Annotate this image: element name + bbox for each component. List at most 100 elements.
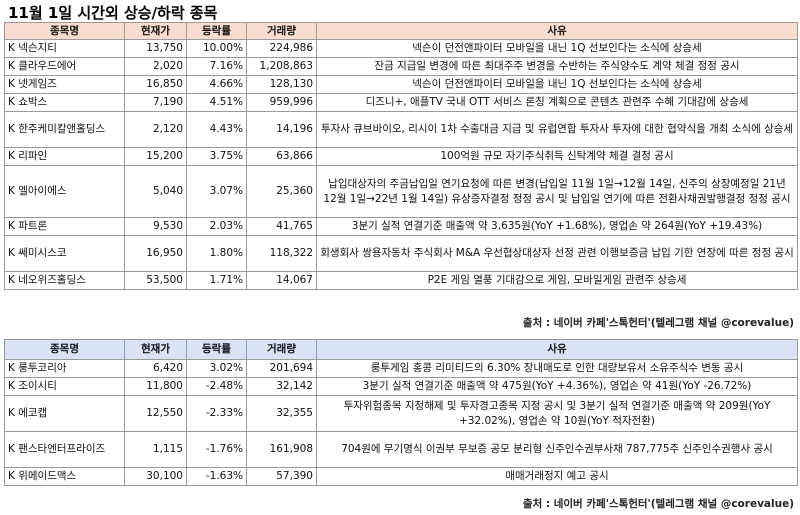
stock-name: K 조이시티 xyxy=(4,377,125,396)
stock-price: 12,550 xyxy=(124,395,187,432)
stock-reason: 3분기 실적 연결기준 매출액 약 475원(YoY +4.36%), 영업손 … xyxy=(316,377,798,396)
table-row: K 팬스타엔터프라이즈 1,115 -1.76% 161,908 704원에 무… xyxy=(4,431,798,468)
stock-change: 4.43% xyxy=(186,111,247,148)
stock-reason: 납입대상자의 주금납입일 연기요청에 따른 변경(납입일 11월 1일→12월 … xyxy=(316,165,798,218)
header-reason: 사유 xyxy=(316,339,798,360)
stock-name: K 리파인 xyxy=(4,147,125,166)
stock-name: K 파트론 xyxy=(4,217,125,236)
stock-name: K 엘아이에스 xyxy=(4,165,125,218)
stock-change: 2.03% xyxy=(186,217,247,236)
stock-reason: 투자사 큐브바이오, 리시이 1차 수출대금 지급 및 유럽연합 투자사 투자에… xyxy=(316,111,798,148)
table-row: K 네오위즈홀딩스 53,500 1.71% 14,067 P2E 게임 열풍 … xyxy=(4,271,798,290)
header-price: 현재가 xyxy=(124,22,187,40)
table-row: K 클라우드에어 2,020 7.16% 1,208,863 잔금 지급일 변경… xyxy=(4,57,798,76)
stock-change: -1.63% xyxy=(186,467,247,486)
stock-price: 16,850 xyxy=(124,75,187,94)
stock-name: K 네오위즈홀딩스 xyxy=(4,271,125,290)
stock-reason: 넥슨이 던전앤파이터 모바일을 내닌 1Q 선보인다는 소식에 상승세 xyxy=(316,39,798,58)
stock-volume: 201,694 xyxy=(246,359,317,378)
table-header-row: 종목명 현재가 등락률 거래량 사유 xyxy=(4,339,798,360)
stock-reason: 704원에 무기명식 이권부 무보증 공모 분리형 신주인수권부사채 787,7… xyxy=(316,431,798,468)
stock-reason: 회생회사 쌍용자동차 주식회사 M&A 우선협상대상자 선정 관련 이행보증금 … xyxy=(316,235,798,272)
rising-stocks-table: 종목명 현재가 등락률 거래량 사유 K 넥슨지티 13,750 10.00% … xyxy=(4,22,798,290)
stock-volume: 959,996 xyxy=(246,93,317,112)
stock-reason: 매매거래정지 예고 공시 xyxy=(316,467,798,486)
stock-volume: 25,360 xyxy=(246,165,317,218)
stock-volume: 32,355 xyxy=(246,395,317,432)
stock-price: 30,100 xyxy=(124,467,187,486)
table-row: K 쎄미시스코 16,950 1.80% 118,322 회생회사 쌍용자동차 … xyxy=(4,235,798,272)
stock-volume: 14,067 xyxy=(246,271,317,290)
header-name: 종목명 xyxy=(4,22,125,40)
stock-change: 10.00% xyxy=(186,39,247,58)
stock-reason: 넥슨이 던전앤파이터 모바일을 내닌 1Q 선보인다는 소식에 상승세 xyxy=(316,75,798,94)
stock-name: K 클라우드에어 xyxy=(4,57,125,76)
stock-price: 16,950 xyxy=(124,235,187,272)
stock-reason: 100억원 규모 자기주식취득 신탁계약 체결 결정 공시 xyxy=(316,147,798,166)
stock-change: 3.75% xyxy=(186,147,247,166)
stock-volume: 14,196 xyxy=(246,111,317,148)
stock-change: 3.02% xyxy=(186,359,247,378)
stock-change: -2.33% xyxy=(186,395,247,432)
stock-name: K 넥슨지티 xyxy=(4,39,125,58)
source-note-top: 출처 : 네이버 카페'스톡헌터'(텔레그램 채널 @corevalue) xyxy=(522,317,794,329)
header-name: 종목명 xyxy=(4,339,125,360)
header-change: 등락률 xyxy=(186,339,247,360)
stock-price: 15,200 xyxy=(124,147,187,166)
stock-change: -1.76% xyxy=(186,431,247,468)
stock-price: 2,120 xyxy=(124,111,187,148)
stock-name: K 쎄미시스코 xyxy=(4,235,125,272)
stock-change: 4.66% xyxy=(186,75,247,94)
header-volume: 거래량 xyxy=(246,339,317,360)
stock-volume: 224,986 xyxy=(246,39,317,58)
header-price: 현재가 xyxy=(124,339,187,360)
stock-name: K 쇼박스 xyxy=(4,93,125,112)
stock-change: 4.51% xyxy=(186,93,247,112)
table-row: K 한주케미칼앤홀딩스 2,120 4.43% 14,196 투자사 큐브바이오… xyxy=(4,111,798,148)
stock-price: 53,500 xyxy=(124,271,187,290)
stock-reason: 디즈니+, 애플TV 국내 OTT 서비스 론칭 계획으로 콘텐츠 관련주 수혜… xyxy=(316,93,798,112)
stock-change: -2.48% xyxy=(186,377,247,396)
stock-reason: 잔금 지급일 변경에 따른 최대주주 변경을 수반하는 주식양수도 계약 체결 … xyxy=(316,57,798,76)
table-row: K 넷게임즈 16,850 4.66% 128,130 넥슨이 던전앤파이터 모… xyxy=(4,75,798,94)
stock-volume: 118,322 xyxy=(246,235,317,272)
table-row: K 엘아이에스 5,040 3.07% 25,360 납입대상자의 주금납입일 … xyxy=(4,165,798,218)
stock-name: K 위메이드맥스 xyxy=(4,467,125,486)
stock-price: 1,115 xyxy=(124,431,187,468)
table-header-row: 종목명 현재가 등락률 거래량 사유 xyxy=(4,22,798,40)
stock-price: 5,040 xyxy=(124,165,187,218)
stock-reason: P2E 게임 열풍 기대감으로 게임, 모바일게임 관련주 상승세 xyxy=(316,271,798,290)
stock-reason: 3분기 실적 연결기준 매출액 약 3,635원(YoY +1.68%), 영업… xyxy=(316,217,798,236)
stock-volume: 57,390 xyxy=(246,467,317,486)
stock-price: 2,020 xyxy=(124,57,187,76)
stock-volume: 128,130 xyxy=(246,75,317,94)
table-row: K 리파인 15,200 3.75% 63,866 100억원 규모 자기주식취… xyxy=(4,147,798,166)
stock-reason: 룽투게임 홍콩 리미티드의 6.30% 장내매도로 인한 대량보유서 소유주식수… xyxy=(316,359,798,378)
stock-name: K 룽투코리아 xyxy=(4,359,125,378)
stock-volume: 32,142 xyxy=(246,377,317,396)
table-row: K 위메이드맥스 30,100 -1.63% 57,390 매매거래정지 예고 … xyxy=(4,467,798,486)
stock-volume: 1,208,863 xyxy=(246,57,317,76)
stock-volume: 161,908 xyxy=(246,431,317,468)
header-reason: 사유 xyxy=(316,22,798,40)
stock-change: 1.71% xyxy=(186,271,247,290)
stock-price: 13,750 xyxy=(124,39,187,58)
source-note-bottom: 출처 : 네이버 카페'스톡헌터'(텔레그램 채널 @corevalue) xyxy=(522,498,794,510)
table-row: K 조이시티 11,800 -2.48% 32,142 3분기 실적 연결기준 … xyxy=(4,377,798,396)
stock-volume: 63,866 xyxy=(246,147,317,166)
stock-change: 3.07% xyxy=(186,165,247,218)
stock-name: K 에코캡 xyxy=(4,395,125,432)
stock-change: 1.80% xyxy=(186,235,247,272)
table-row: K 에코캡 12,550 -2.33% 32,355 투자위험종목 지정해제 및… xyxy=(4,395,798,432)
table-row: K 룽투코리아 6,420 3.02% 201,694 룽투게임 홍콩 리미티드… xyxy=(4,359,798,378)
table-row: K 넥슨지티 13,750 10.00% 224,986 넥슨이 던전앤파이터 … xyxy=(4,39,798,58)
stock-name: K 팬스타엔터프라이즈 xyxy=(4,431,125,468)
header-volume: 거래량 xyxy=(246,22,317,40)
stock-price: 9,530 xyxy=(124,217,187,236)
stock-change: 7.16% xyxy=(186,57,247,76)
page-title: 11월 1일 시간외 상승/하락 종목 xyxy=(8,4,218,22)
header-change: 등락률 xyxy=(186,22,247,40)
falling-stocks-table: 종목명 현재가 등락률 거래량 사유 K 룽투코리아 6,420 3.02% 2… xyxy=(4,339,798,486)
stock-price: 6,420 xyxy=(124,359,187,378)
